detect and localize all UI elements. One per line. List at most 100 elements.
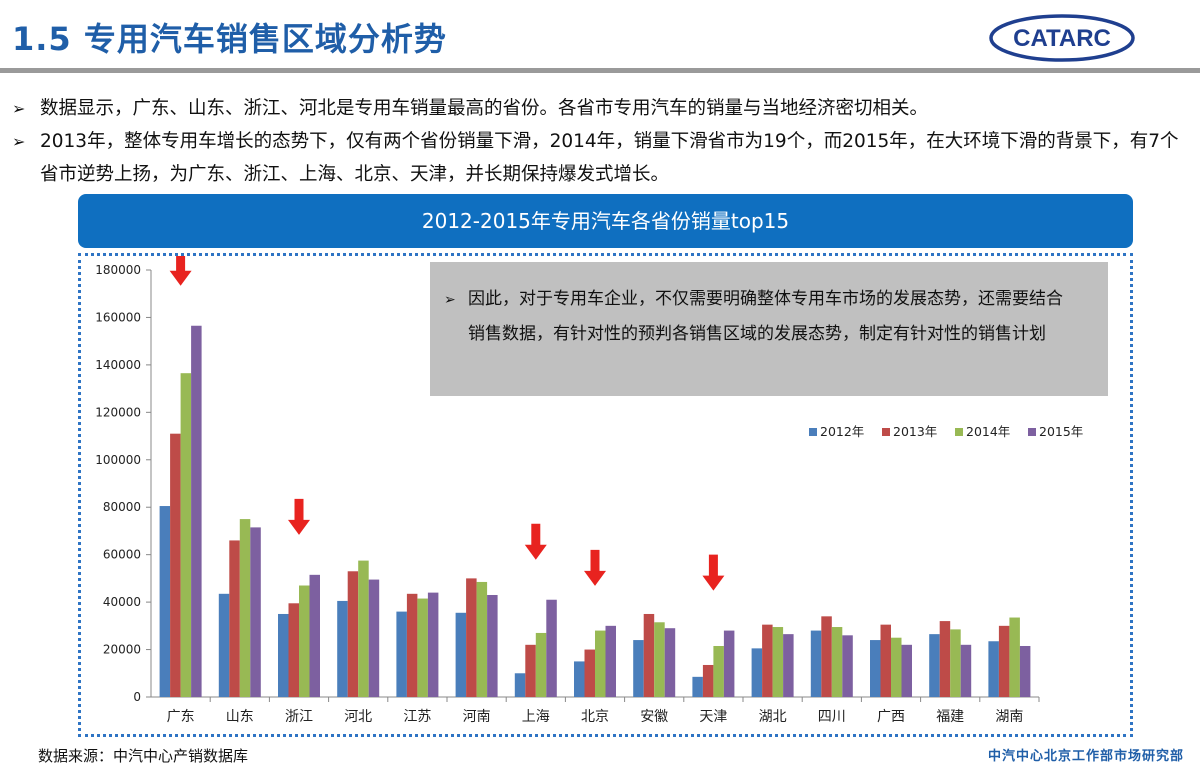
bar <box>831 627 843 697</box>
down-arrow-icon <box>169 256 192 286</box>
chart-container: 0 20000 40000 60000 80000 100000 120000 140000 1… <box>78 253 1133 737</box>
bar <box>525 644 536 697</box>
x-tick-label: 河南 <box>463 709 491 725</box>
bar <box>584 649 595 697</box>
down-arrow-icon <box>702 554 725 591</box>
bar <box>960 644 972 697</box>
bar <box>810 630 822 697</box>
y-tick-label: 20000 <box>103 643 141 657</box>
x-tick-label: 湖北 <box>759 709 787 725</box>
x-tick-label: 湖南 <box>995 709 1023 725</box>
legend-swatch <box>1028 428 1036 436</box>
bullet-item: ➢ 2013年，整体专用车增长的态势下，仅有两个省份销量下滑，2014年，销量下… <box>10 125 1195 191</box>
bar <box>396 611 407 697</box>
legend-label: 2015年 <box>1039 424 1083 439</box>
bar <box>180 373 192 697</box>
legend-swatch <box>955 428 963 436</box>
bar <box>546 599 557 697</box>
bullet-text: 数据显示，广东、山东、浙江、河北是专用车销量最高的省份。各省市专用汽车的销量与当… <box>40 98 929 119</box>
summary-bullets: ➢ 数据显示，广东、山东、浙江、河北是专用车销量最高的省份。各省市专用汽车的销量… <box>10 92 1195 191</box>
bar <box>358 560 369 697</box>
svg-text:CATARC: CATARC <box>1013 25 1111 52</box>
callout-box: ➢ 因此，对于专用车企业，不仅需要明确整体专用车市场的发展态势，还需要结合销售数据… <box>430 262 1108 396</box>
bar <box>939 621 951 697</box>
bar <box>595 630 606 697</box>
x-tick-label: 四川 <box>818 709 846 725</box>
bar <box>514 673 526 697</box>
bar <box>901 644 912 697</box>
bar <box>821 616 832 697</box>
org-credit: 中汽中心北京工作部市场研究部 <box>987 749 1184 764</box>
bar <box>1009 617 1020 697</box>
arrow-bullet-icon: ➢ <box>12 132 26 151</box>
bar <box>891 637 902 697</box>
legend-swatch <box>882 428 890 436</box>
bar <box>772 627 784 697</box>
bar <box>574 661 585 697</box>
bar <box>487 594 498 697</box>
x-tick-label: 上海 <box>522 709 550 725</box>
down-arrow-icon <box>524 523 547 560</box>
x-tick-label: 广西 <box>877 709 905 725</box>
callout-text: 因此，对于专用车企业，不仅需要明确整体专用车市场的发展态势，还需要结合销售数据，… <box>468 289 1063 344</box>
bar <box>723 630 735 697</box>
bar <box>455 612 467 697</box>
bar <box>278 613 289 697</box>
y-tick-label: 0 <box>133 690 141 704</box>
bar <box>929 634 940 697</box>
bar <box>713 645 724 697</box>
bar <box>870 640 881 697</box>
down-arrow-icon <box>288 498 310 535</box>
bar <box>191 325 202 697</box>
x-tick-label: 江苏 <box>403 709 431 725</box>
bar <box>988 641 999 697</box>
bar <box>466 578 477 697</box>
bar <box>309 574 320 697</box>
x-tick-label: 福建 <box>936 709 964 725</box>
legend-label: 2012年 <box>820 424 864 439</box>
page-title: 1.5 专用汽车销售区域分析势 <box>12 20 447 58</box>
down-arrow-icon <box>584 549 606 586</box>
bar <box>229 540 240 697</box>
bar <box>1019 645 1031 697</box>
y-tick-label: 120000 <box>95 405 141 419</box>
bar <box>633 640 644 697</box>
y-tick-label: 40000 <box>103 595 141 609</box>
bar <box>664 628 676 697</box>
bar <box>762 624 773 697</box>
legend-swatch <box>809 428 817 436</box>
bar <box>159 506 171 697</box>
x-tick-label: 浙江 <box>285 709 313 725</box>
bar-chart: 0 20000 40000 60000 80000 100000 120000 140000 1… <box>95 256 1083 725</box>
y-tick-label: 60000 <box>103 548 141 562</box>
chart-banner-title: 2012-2015年专用汽车各省份销量top15 <box>78 194 1133 248</box>
bar <box>337 600 348 697</box>
title-divider <box>0 68 1200 73</box>
x-tick-label: 广东 <box>167 709 195 725</box>
x-tick-label: 天津 <box>699 709 727 725</box>
bar <box>250 527 261 697</box>
y-tick-label: 100000 <box>95 453 141 467</box>
y-tick-label: 180000 <box>95 263 141 277</box>
bar <box>299 585 310 697</box>
bar <box>288 603 299 697</box>
x-tick-label: 河北 <box>344 709 372 725</box>
bar <box>654 622 665 697</box>
bar <box>880 624 891 697</box>
bar <box>417 598 428 697</box>
catarc-logo: CATARC <box>989 14 1135 62</box>
bar <box>218 593 230 697</box>
bar <box>605 625 616 697</box>
bullet-item: ➢ 数据显示，广东、山东、浙江、河北是专用车销量最高的省份。各省市专用汽车的销量… <box>10 92 1195 125</box>
bar <box>751 648 763 697</box>
bar <box>702 664 714 697</box>
bar <box>427 592 439 697</box>
x-tick-label: 北京 <box>581 709 609 725</box>
bar <box>783 634 794 697</box>
bar <box>368 579 380 697</box>
bar <box>476 581 488 697</box>
y-tick-label: 80000 <box>103 500 141 514</box>
arrow-bullet-icon: ➢ <box>444 292 456 308</box>
bar <box>535 632 547 697</box>
bar <box>950 629 961 697</box>
